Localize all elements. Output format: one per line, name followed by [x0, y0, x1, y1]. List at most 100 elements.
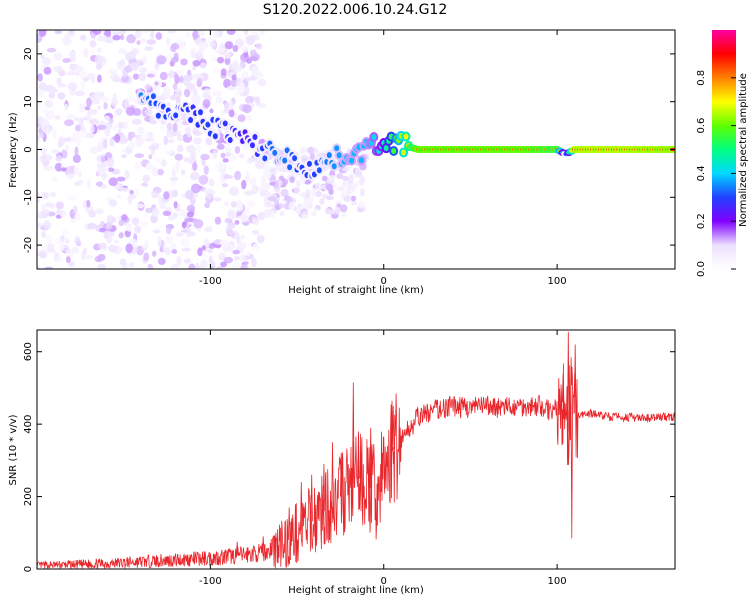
spectrogram-cell — [183, 258, 192, 264]
spectrogram-cell — [44, 219, 50, 227]
spectrogram-cell — [280, 188, 289, 198]
spectrogram-cell — [311, 187, 317, 197]
spectrogram-cell — [173, 112, 179, 119]
spectrogram-cell — [94, 54, 104, 65]
spectrogram-cell — [180, 238, 190, 248]
spectrogram-cell — [267, 196, 277, 202]
spectrogram-cell — [176, 134, 184, 142]
spectrogram-cell — [216, 56, 225, 64]
spectrogram-cell — [265, 190, 271, 199]
spectrogram-cell — [50, 148, 60, 155]
spectrogram-cell — [136, 126, 145, 135]
spectrogram-cell — [136, 203, 145, 209]
spectrogram-cell — [82, 247, 88, 255]
spectrogram-cell — [195, 145, 201, 155]
spectrogram-cell — [403, 133, 409, 140]
spectrogram-cell — [69, 89, 77, 96]
spectrogram-cell — [150, 93, 156, 100]
spectrogram-cell — [190, 48, 197, 59]
spectrogram-cell — [306, 160, 312, 167]
spectrogram-cell — [203, 88, 211, 94]
spectrogram-cell — [191, 94, 202, 104]
spectrogram-cell — [67, 261, 75, 267]
spectrogram-cell — [218, 252, 226, 261]
spectrogram-cell — [208, 255, 213, 264]
spectrogram-cell — [318, 198, 325, 205]
snr-x-axis-label: Height of straight line (km) — [288, 585, 424, 596]
spectrogram-cell — [207, 95, 213, 101]
spectrogram-cell — [249, 253, 254, 260]
spectrogram-cell — [151, 167, 160, 177]
spectrogram-cell — [59, 242, 65, 252]
spectrogram-cell — [150, 191, 160, 199]
spectrogram-cell — [215, 162, 225, 171]
spectrogram-cell — [62, 57, 72, 64]
spectrogram-cell — [169, 181, 177, 187]
spectrogram-cell — [125, 96, 136, 102]
spectrogram-cell — [148, 144, 156, 151]
spectrogram-cell — [72, 154, 81, 163]
spectrogram-cell — [130, 261, 135, 268]
spectrogram-cell — [185, 189, 194, 200]
spectrogram-cell — [234, 170, 242, 181]
spectrogram-cell — [263, 209, 272, 218]
spectrogram-cell — [224, 200, 229, 207]
spectrogram-cell — [49, 191, 57, 198]
x-tick-label: -100 — [199, 576, 222, 587]
spectrogram-cell — [245, 35, 256, 45]
spectrogram-x-axis-label: Height of straight line (km) — [288, 285, 424, 296]
spectrogram-cell — [359, 175, 366, 184]
spectrogram-cell — [154, 81, 159, 86]
spectrogram-cell — [292, 155, 298, 162]
spectrogram-cell — [245, 95, 255, 105]
spectrogram-cell — [238, 153, 245, 159]
spectrogram-cell — [307, 146, 314, 155]
spectrogram-cell — [155, 32, 163, 40]
spectrogram-cell — [314, 182, 323, 191]
spectrogram-cell — [166, 122, 173, 131]
y-tick-label: 600 — [23, 342, 34, 361]
spectrogram-cell — [270, 210, 275, 218]
spectrogram-cell — [108, 167, 115, 173]
spectrogram-cell — [116, 176, 126, 182]
spectrogram-cell — [157, 257, 166, 266]
spectrogram-cell — [312, 208, 319, 213]
spectrogram-cell — [401, 149, 407, 156]
spectrogram-cell — [209, 41, 216, 48]
spectrogram-cell — [227, 210, 236, 218]
spectrogram-cell — [64, 166, 75, 177]
spectrogram-cell — [263, 170, 272, 180]
spectrogram-cell — [354, 169, 363, 178]
spectrogram-cell — [297, 203, 302, 208]
spectrogram-cell — [37, 192, 40, 197]
spectrogram-cell — [146, 73, 155, 78]
spectrogram-cell — [192, 30, 198, 41]
spectrogram-cell — [234, 256, 241, 261]
spectrogram-cell — [350, 195, 357, 202]
spectrogram-cell — [186, 204, 196, 213]
spectrogram-cell — [152, 250, 157, 257]
spectrogram-cell — [157, 195, 163, 205]
spectrogram-cell — [64, 144, 70, 152]
spectrogram-cell — [188, 116, 194, 123]
spectrogram-cell — [326, 195, 334, 201]
spectrogram-cell — [250, 258, 257, 268]
spectrogram-cell — [175, 232, 184, 237]
spectrogram-cell — [162, 85, 171, 96]
spectrogram-cell — [215, 96, 224, 104]
snr-panel: -100 0 100 0 200 400 600 Height of straight l… — [8, 329, 676, 596]
spectrogram-cell — [173, 201, 178, 209]
spectrogram-cell — [59, 210, 66, 218]
spectrogram-cell — [169, 94, 178, 101]
spectrogram-cell — [224, 57, 231, 66]
spectrogram-cell — [186, 211, 194, 218]
spectrogram-cell — [228, 166, 234, 172]
spectrogram-cell — [241, 179, 247, 190]
colorbar-tick-label: 0.2 — [696, 213, 707, 229]
y-tick-label: 200 — [23, 487, 34, 506]
spectrogram-cell — [119, 34, 125, 41]
spectrogram-cell — [192, 162, 198, 171]
spectrogram-cell — [70, 31, 75, 37]
spectrogram-cell — [252, 217, 260, 225]
spectrogram-cell — [174, 74, 180, 85]
